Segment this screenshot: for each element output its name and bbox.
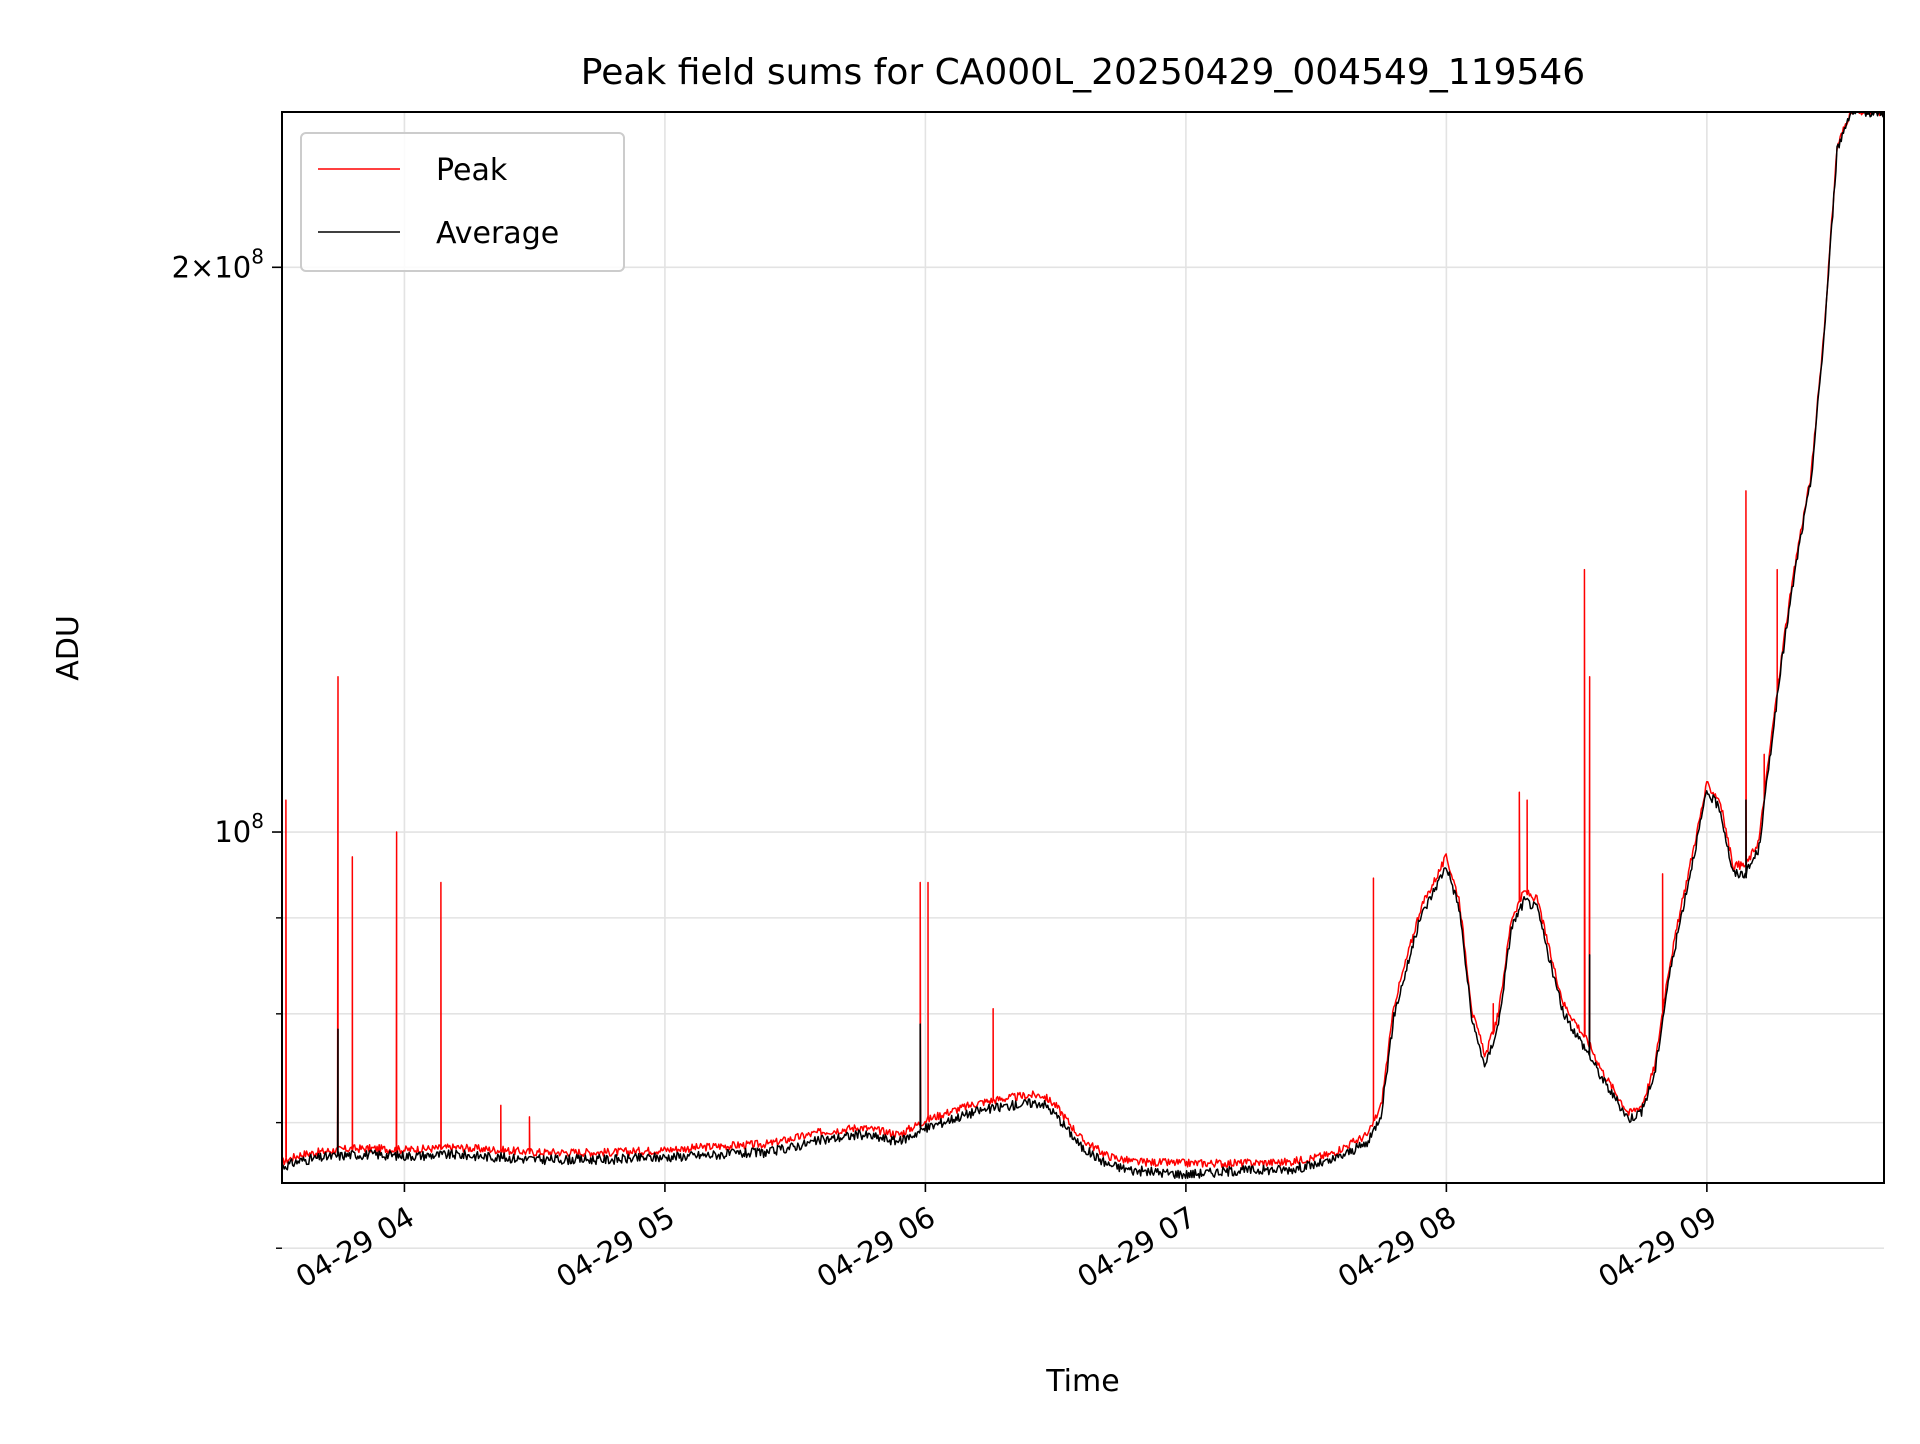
legend-average-label: Average [436,216,559,251]
y-tick-label: 108 [214,809,264,849]
y-tick-label: 2×108 [172,244,264,284]
series-line-average [282,112,1884,1180]
x-axis-title: Time [1045,1364,1119,1399]
legend-box [300,132,625,272]
y-axis-title: ADU [51,615,86,681]
legend: Peak Average [300,132,625,272]
series-layer [282,112,1884,1180]
series-line-peak [282,112,1884,1168]
legend-peak-label: Peak [436,153,508,188]
plot-frame [281,111,1885,1184]
chart-title: Peak field sums for CA000L_20250429_0045… [581,52,1585,93]
